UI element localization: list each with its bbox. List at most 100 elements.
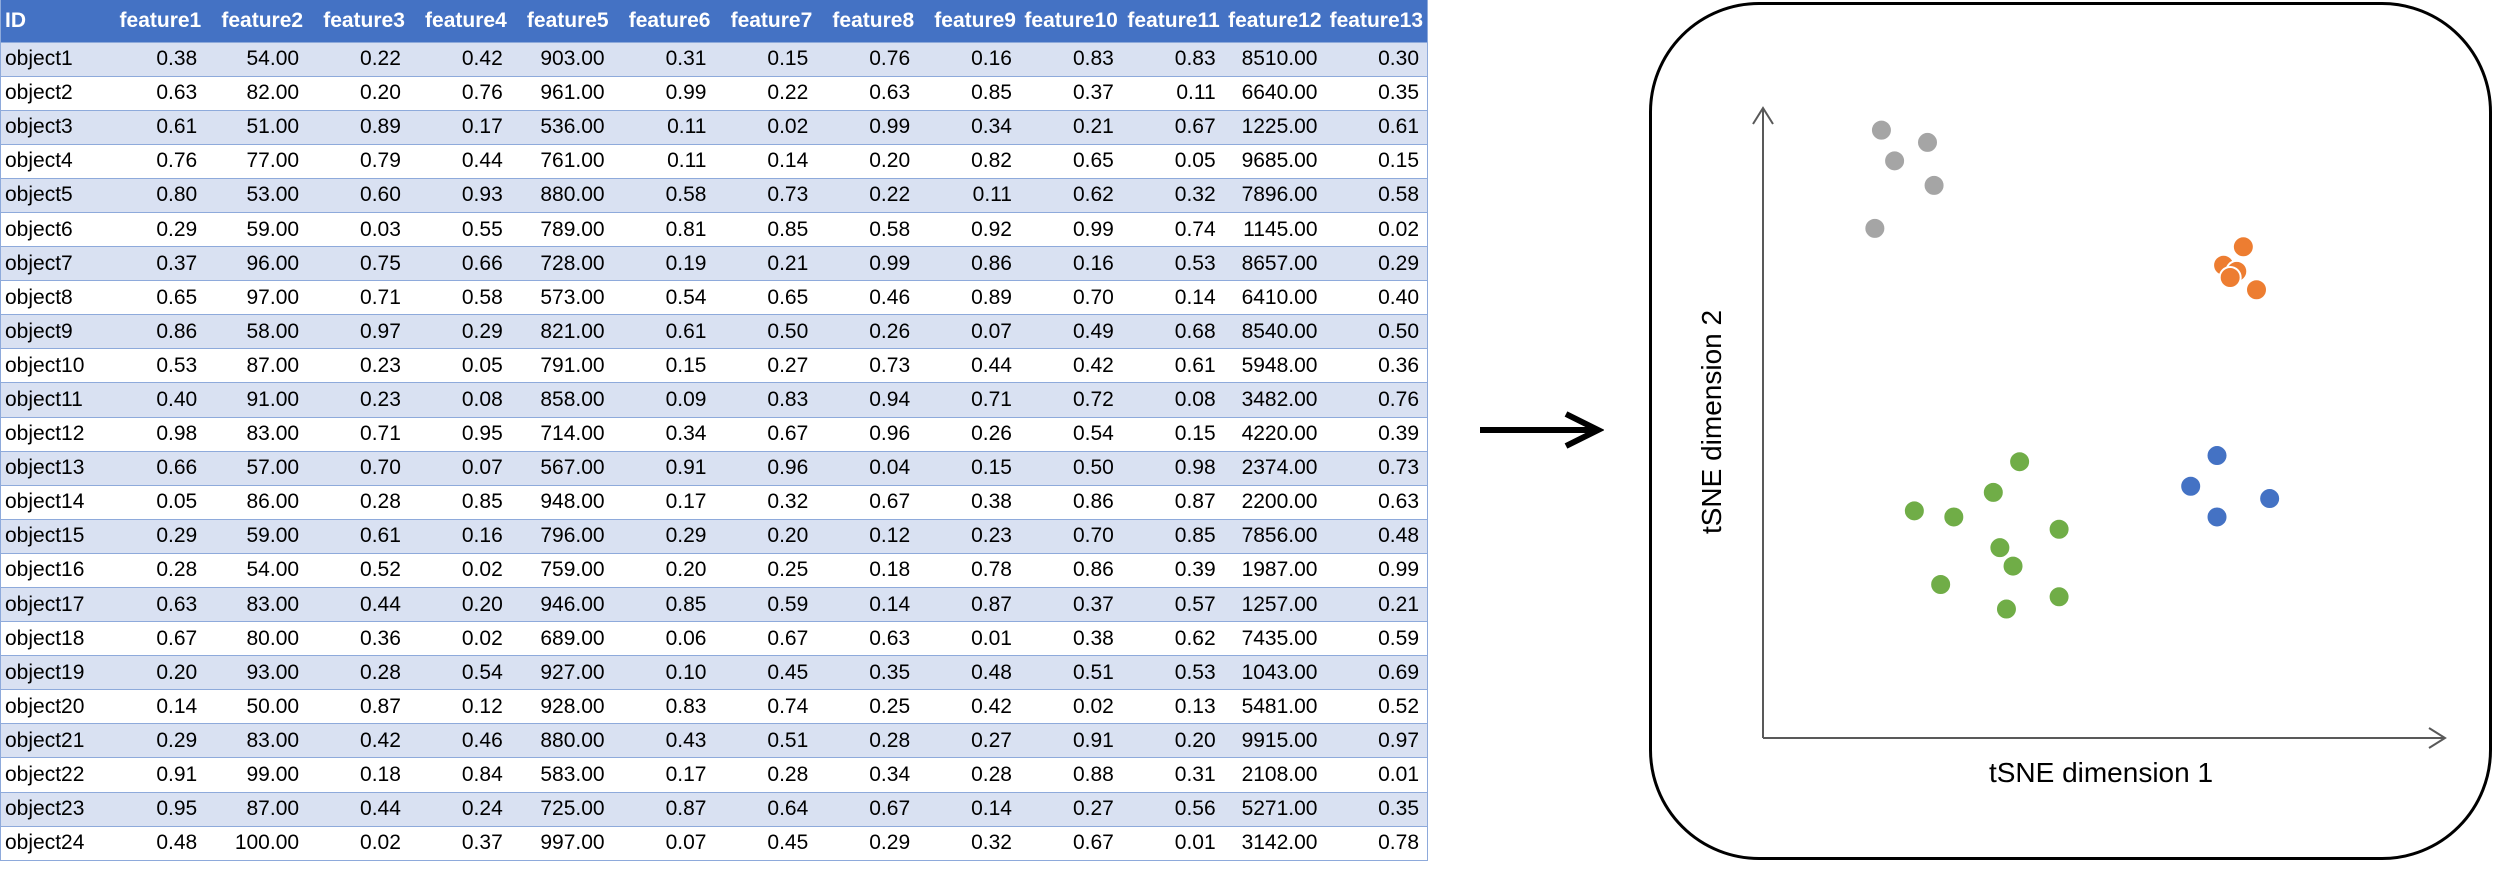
table-cell: 0.60 — [307, 177, 409, 213]
table-cell: 7856.00 — [1223, 518, 1326, 554]
table-cell: 0.32 — [918, 825, 1020, 861]
table-cell: 0.44 — [307, 586, 409, 623]
table-cell: 0.10 — [612, 655, 715, 691]
table-cell: 0.45 — [714, 825, 817, 861]
table-cell: 0.61 — [103, 109, 206, 145]
table-row: object6 0.29 59.00 0.03 0.55 789.00 0.81 0.85 0.… — [0, 211, 1428, 248]
table-row: object13 0.66 57.00 0.70 0.07 567.00 0.91 0.96 0… — [0, 450, 1428, 486]
table-cell: 0.99 — [612, 75, 715, 111]
table-cell: 0.02 — [714, 109, 817, 145]
table-cell: 7435.00 — [1223, 621, 1326, 657]
row-id-cell: object12 — [0, 416, 104, 452]
table-cell: 567.00 — [510, 450, 613, 486]
table-cell: 0.54 — [612, 280, 715, 316]
table-cell: 0.99 — [1019, 211, 1122, 248]
table-cell: 0.24 — [408, 791, 511, 827]
row-id-cell: object19 — [0, 655, 104, 691]
table-cell: 53.00 — [205, 177, 308, 213]
table-cell: 0.23 — [918, 518, 1020, 554]
row-id-cell: object1 — [0, 41, 104, 77]
table-cell: 0.84 — [408, 757, 511, 793]
scatter-point — [1988, 536, 2012, 560]
table-cell: 50.00 — [205, 689, 308, 725]
table-cell: 0.05 — [1121, 143, 1224, 179]
table-cell: 6410.00 — [1223, 280, 1326, 316]
table-cell: 0.58 — [612, 177, 715, 213]
table-cell: 80.00 — [205, 621, 308, 657]
table-cell: 0.03 — [307, 211, 409, 248]
table-cell: 0.43 — [612, 723, 715, 759]
table-row: object1 0.38 54.00 0.22 0.42 903.00 0.31 0.15 0.… — [0, 41, 1428, 77]
table-cell: 3482.00 — [1223, 382, 1326, 418]
table-cell: 0.73 — [816, 348, 919, 384]
table-cell: 0.12 — [816, 518, 919, 554]
scatter-point — [1916, 130, 1939, 154]
scatter-point — [1942, 505, 1966, 529]
table-row: object10 0.53 87.00 0.23 0.05 791.00 0.15 0.27 0… — [0, 348, 1428, 384]
table-cell: 0.71 — [918, 382, 1020, 418]
column-header-id: ID — [0, 0, 104, 42]
table-cell: 0.59 — [714, 586, 817, 623]
table-cell: 0.85 — [408, 484, 511, 520]
table-cell: 0.68 — [1121, 314, 1224, 350]
table-cell: 0.63 — [816, 621, 919, 657]
table-cell: 0.42 — [1019, 348, 1122, 384]
table-cell: 7896.00 — [1223, 177, 1326, 213]
table-cell: 0.87 — [918, 586, 1020, 623]
table-cell: 0.67 — [816, 484, 919, 520]
table-cell: 0.96 — [714, 450, 817, 486]
table-row: object3 0.61 51.00 0.89 0.17 536.00 0.11 0.02 0.… — [0, 109, 1428, 145]
table-cell: 0.04 — [816, 450, 919, 486]
table-cell: 0.42 — [307, 723, 409, 759]
table-cell: 997.00 — [510, 825, 613, 861]
table-cell: 0.65 — [1019, 143, 1122, 179]
table-cell: 0.55 — [408, 211, 511, 248]
table-cell: 0.08 — [408, 382, 511, 418]
column-header-feature12: feature12 — [1223, 0, 1326, 42]
column-header-feature2: feature2 — [205, 0, 308, 42]
table-row: object22 0.91 99.00 0.18 0.84 583.00 0.17 0.28 0… — [0, 757, 1428, 793]
table-cell: 0.71 — [307, 280, 409, 316]
row-id-cell: object5 — [0, 177, 104, 213]
table-cell: 0.46 — [816, 280, 919, 316]
table-cell: 0.63 — [103, 75, 206, 111]
row-id-cell: object10 — [0, 348, 104, 384]
table-cell: 0.85 — [714, 211, 817, 248]
table-cell: 0.14 — [816, 586, 919, 623]
table-cell: 0.02 — [1019, 689, 1122, 725]
table-cell: 0.13 — [1121, 689, 1224, 725]
scatter-point — [2047, 585, 2071, 609]
table-cell: 82.00 — [205, 75, 308, 111]
table-cell: 0.91 — [612, 450, 715, 486]
table-cell: 821.00 — [510, 314, 613, 350]
table-cell: 96.00 — [205, 246, 308, 282]
table-cell: 0.38 — [103, 41, 206, 77]
table-cell: 0.40 — [103, 382, 206, 418]
table-cell: 0.31 — [1121, 757, 1224, 793]
table-cell: 0.58 — [1325, 177, 1428, 213]
row-id-cell: object7 — [0, 246, 104, 282]
table-cell: 0.16 — [918, 41, 1020, 77]
table-row: object14 0.05 86.00 0.28 0.85 948.00 0.17 0.32 0… — [0, 484, 1428, 520]
table-cell: 0.78 — [918, 552, 1020, 589]
scatter-point — [2205, 505, 2229, 529]
table-row: object2 0.63 82.00 0.20 0.76 961.00 0.99 0.22 0.… — [0, 75, 1428, 111]
table-header-row: ID feature1 feature2 feature3 feature4 featur… — [0, 0, 1428, 42]
table-cell: 51.00 — [205, 109, 308, 145]
table-cell: 0.78 — [1325, 825, 1428, 861]
table-cell: 0.14 — [1121, 280, 1224, 316]
scatter-point — [2047, 517, 2071, 541]
table-cell: 8540.00 — [1223, 314, 1326, 350]
table-cell: 0.44 — [307, 791, 409, 827]
table-cell: 0.86 — [103, 314, 206, 350]
table-cell: 0.51 — [714, 723, 817, 759]
table-cell: 58.00 — [205, 314, 308, 350]
table-cell: 0.15 — [714, 41, 817, 77]
table-row: object12 0.98 83.00 0.71 0.95 714.00 0.34 0.67 0… — [0, 416, 1428, 452]
row-id-cell: object14 — [0, 484, 104, 520]
table-cell: 0.18 — [307, 757, 409, 793]
table-cell: 0.49 — [1019, 314, 1122, 350]
table-body: object1 0.38 54.00 0.22 0.42 903.00 0.31 0.15 0.… — [0, 41, 1428, 861]
table-cell: 0.58 — [408, 280, 511, 316]
table-cell: 0.36 — [307, 621, 409, 657]
